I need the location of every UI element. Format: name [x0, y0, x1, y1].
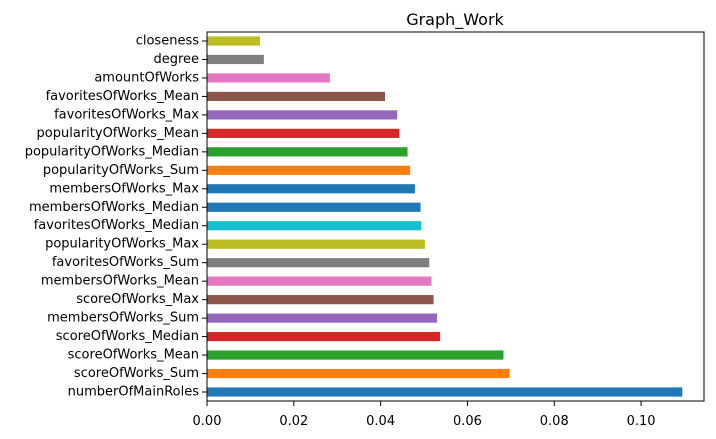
chart-title: Graph_Work: [406, 10, 504, 30]
y-tick-label: membersOfWorks_Mean: [41, 274, 199, 289]
y-tick-label: scoreOfWorks_Max: [76, 292, 199, 307]
x-tick-label: 0.10: [627, 414, 656, 429]
bar: [207, 36, 260, 46]
bar: [207, 350, 504, 360]
y-tick-label: degree: [153, 52, 199, 67]
bar: [207, 276, 432, 286]
y-tick-label: favoritesOfWorks_Sum: [52, 255, 199, 270]
y-tick-label: favoritesOfWorks_Max: [54, 107, 199, 122]
bar: [207, 73, 330, 83]
y-tick-label: membersOfWorks_Sum: [47, 311, 199, 326]
y-axis: numberOfMainRoles scoreOfWorks_Sum scoreOf…: [25, 34, 207, 400]
bar: [207, 147, 408, 157]
bar: [207, 128, 400, 138]
bar: [207, 110, 398, 120]
bar: [207, 54, 264, 65]
x-tick-label: 0.08: [540, 414, 569, 429]
y-tick-label: favoritesOfWorks_Median: [34, 218, 199, 233]
x-axis: 0.00 0.02 0.04 0.06 0.08 0.10: [193, 401, 656, 429]
y-tick-label: membersOfWorks_Max: [49, 181, 199, 196]
y-tick-label: closeness: [136, 34, 199, 49]
y-tick-label: numberOfMainRoles: [68, 385, 200, 400]
bar: [207, 239, 425, 249]
y-tick-label: scoreOfWorks_Mean: [68, 348, 199, 363]
bar: [207, 258, 430, 268]
bar: [207, 295, 434, 305]
x-tick-label: 0.06: [453, 414, 482, 429]
bar: [207, 387, 683, 397]
bar: [207, 331, 441, 342]
bar: [207, 165, 411, 175]
y-tick-label: scoreOfWorks_Median: [56, 329, 199, 344]
x-tick-label: 0.00: [193, 414, 222, 429]
y-tick-label: popularityOfWorks_Max: [45, 237, 199, 252]
x-tick-label: 0.02: [279, 414, 308, 429]
y-tick-label: popularityOfWorks_Median: [25, 144, 199, 159]
plot-frame: [206, 31, 705, 402]
bar: [207, 91, 385, 102]
bar: [207, 313, 438, 323]
bars-layer: [207, 36, 683, 397]
x-tick-label: 0.04: [366, 414, 395, 429]
y-tick-label: scoreOfWorks_Sum: [74, 366, 199, 381]
bar: [207, 202, 421, 212]
y-tick-label: favoritesOfWorks_Mean: [46, 89, 199, 104]
y-tick-label: popularityOfWorks_Sum: [43, 163, 199, 178]
y-tick-label: amountOfWorks: [94, 70, 199, 85]
y-tick-label: popularityOfWorks_Mean: [37, 126, 199, 141]
bar: [207, 221, 421, 231]
bar: [207, 184, 415, 194]
bar: [207, 368, 510, 379]
y-tick-label: membersOfWorks_Median: [29, 200, 199, 215]
